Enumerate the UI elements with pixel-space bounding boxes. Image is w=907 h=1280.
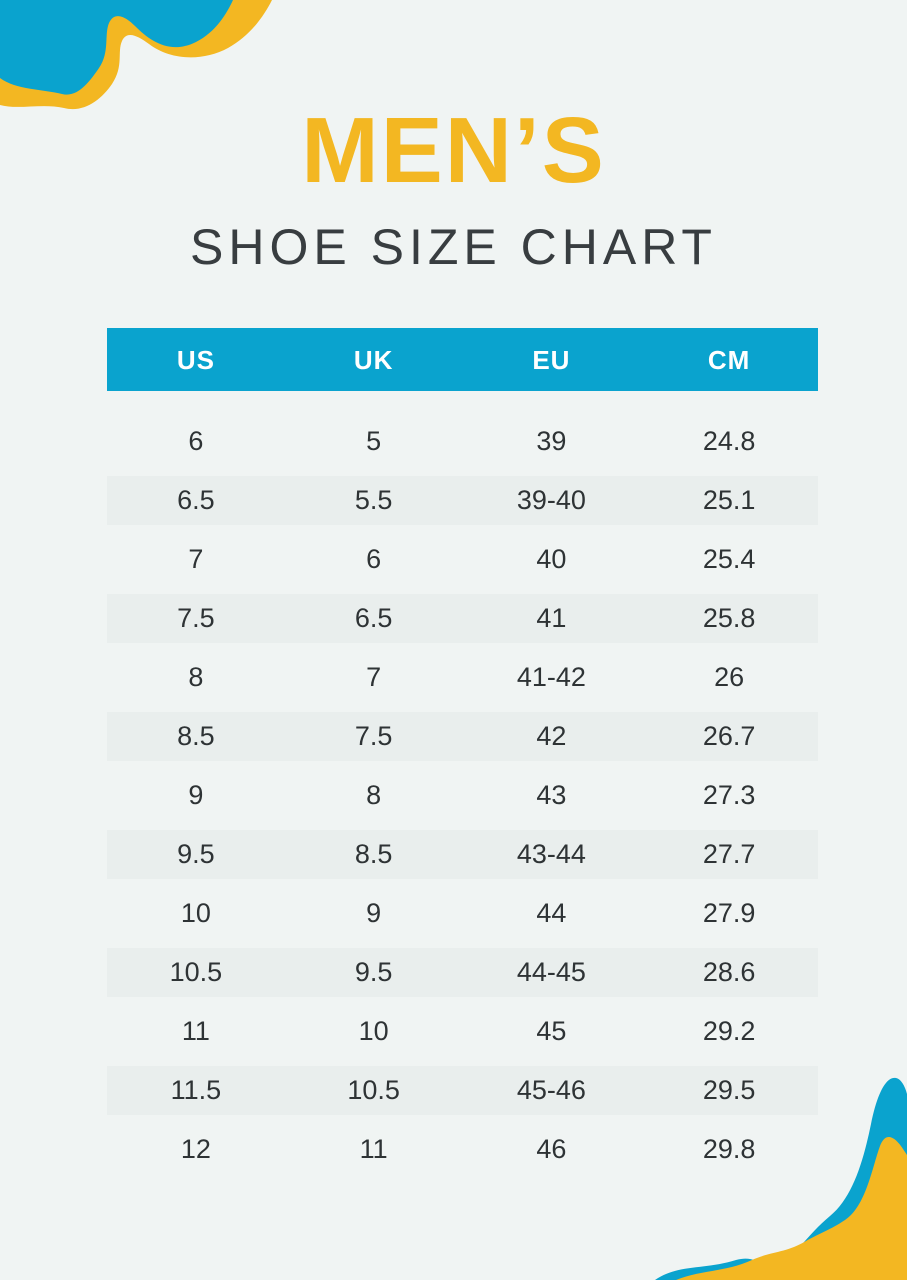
table-row: 9.5 8.5 43-44 27.7: [107, 825, 818, 884]
table-row: 10.5 9.5 44-45 28.6: [107, 943, 818, 1002]
table-row: 6 5 39 24.8: [107, 412, 818, 471]
table-cell: 41-42: [516, 662, 586, 692]
table-cell: 8: [366, 780, 382, 810]
table-cell: 28.6: [702, 957, 756, 987]
table-cell: 9.5: [177, 839, 215, 869]
column-header-uk: UK: [353, 344, 394, 375]
table-cell: 6.5: [354, 603, 393, 633]
table-cell: 29.8: [702, 1134, 756, 1164]
table-cell: 10.5: [347, 1075, 400, 1105]
column-header-us: US: [176, 344, 215, 375]
table-cell: 43-44: [516, 839, 586, 869]
table-cell: 26: [714, 662, 745, 692]
table-cell: 39: [536, 426, 567, 456]
table-cell: 44: [536, 898, 567, 928]
table-row: 11.5 10.5 45-46 29.5: [107, 1061, 818, 1120]
table-cell: 29.2: [702, 1016, 756, 1046]
table-row: 12 11 46 29.8: [107, 1120, 818, 1179]
table-cell: 11: [181, 1016, 210, 1046]
table-row: 10 9 44 27.9: [107, 884, 818, 943]
table-cell: 25.8: [702, 603, 756, 633]
table-cell: 27.9: [702, 898, 756, 928]
table-cell: 6: [366, 544, 382, 574]
table-cell: 9: [188, 780, 204, 810]
table-row: 11 10 45 29.2: [107, 1002, 818, 1061]
table-row: 8 7 41-42 26: [107, 648, 818, 707]
table-cell: 10.5: [169, 957, 223, 987]
table-cell: 43: [536, 780, 567, 810]
table-cell: 40: [536, 544, 567, 574]
table-row: 8.5 7.5 42 26.7: [107, 707, 818, 766]
table-cell: 45-46: [516, 1075, 586, 1105]
table-row: 7 6 40 25.4: [107, 530, 818, 589]
table-cell: 42: [536, 721, 567, 751]
table-cell: 8.5: [177, 721, 215, 751]
table-cell: 27.3: [702, 780, 756, 810]
blue-wave-shape: [0, 0, 233, 95]
table-cell: 27.7: [702, 839, 756, 869]
table-cell: 41: [536, 603, 567, 633]
table-row: 7.5 6.5 41 25.8: [107, 589, 818, 648]
page-title: SHOE SIZE CHART: [190, 219, 717, 275]
column-header-eu: EU: [532, 344, 571, 375]
table-cell: 5: [366, 426, 382, 456]
table-cell: 44-45: [516, 957, 586, 987]
table-cell: 8.5: [354, 839, 393, 869]
table-cell: 8: [188, 662, 204, 692]
table-cell: 12: [180, 1134, 211, 1164]
table-cell: 11: [359, 1134, 388, 1164]
column-header-cm: CM: [707, 344, 751, 375]
table-cell: 29.5: [702, 1075, 756, 1105]
table-cell: 11.5: [170, 1075, 222, 1105]
table-row: 9 8 43 27.3: [107, 766, 818, 825]
size-table: US UK EU CM 6 5 39 24.8 6.5 5.5 39-40 25.1 7 6 40 2…: [107, 328, 818, 1179]
table-cell: 10: [180, 898, 211, 928]
table-cell: 10: [358, 1016, 389, 1046]
yellow-wave-shape: [0, 0, 272, 110]
table-row: 6.5 5.5 39-40 25.1: [107, 471, 818, 530]
table-cell: 26.7: [702, 721, 756, 751]
table-cell: 6.5: [177, 485, 215, 515]
table-cell: 7: [188, 544, 204, 574]
table-cell: 7.5: [177, 603, 215, 633]
table-cell: 25.4: [702, 544, 756, 574]
page-title-accent: MEN’S: [301, 98, 606, 202]
table-cell: 7: [366, 662, 382, 692]
table-cell: 46: [536, 1134, 567, 1164]
table-cell: 7.5: [354, 721, 393, 751]
table-cell: 6: [188, 426, 204, 456]
table-header-row: US UK EU CM: [107, 328, 818, 391]
table-body: 6 5 39 24.8 6.5 5.5 39-40 25.1 7 6 40 25.4 7.5 6.5 41 2…: [107, 412, 818, 1179]
table-cell: 45: [536, 1016, 567, 1046]
table-cell: 5.5: [354, 485, 393, 515]
table-cell: 25.1: [702, 485, 756, 515]
table-cell: 24.8: [702, 426, 756, 456]
table-cell: 9: [366, 898, 382, 928]
table-cell: 9.5: [354, 957, 393, 987]
table-cell: 39-40: [516, 485, 586, 515]
